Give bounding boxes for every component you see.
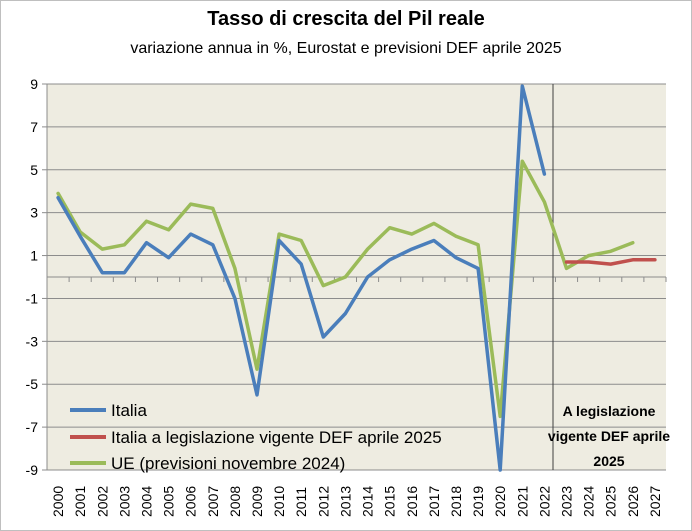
y-tick-label: -3	[26, 333, 39, 349]
axes	[46, 84, 667, 470]
annotation-line: vigente DEF aprile	[548, 428, 670, 444]
x-tick-label: 2003	[116, 486, 132, 517]
legend-label: UE (previsioni novembre 2024)	[111, 454, 345, 473]
x-tick-label: 2015	[382, 486, 398, 517]
x-tick-label: 2010	[271, 486, 287, 517]
series-line-1	[56, 84, 547, 472]
y-tick-label: 3	[30, 205, 38, 221]
x-tick-label: 2007	[205, 486, 221, 517]
x-tick-label: 2025	[603, 486, 619, 517]
x-tick-label: 2016	[404, 486, 420, 517]
x-tick-label: 2022	[536, 486, 552, 517]
x-tick-label: 2013	[337, 486, 353, 517]
x-tick-label: 2004	[138, 486, 154, 517]
x-tick-label: 2018	[448, 486, 464, 517]
x-tick-label: 2024	[581, 486, 597, 517]
y-tick-label: -1	[26, 290, 39, 306]
forecast-annotation: A legislazione vigente DEF aprile 2025	[548, 403, 670, 469]
x-tick-label: 2014	[360, 486, 376, 517]
y-tick-labels: 9 7 5 3 1 -1 -3 -5 -7 -9	[26, 76, 39, 478]
x-tick-label: 2012	[315, 486, 331, 517]
x-tick-label: 2026	[625, 486, 641, 517]
x-tick-label: 2000	[50, 486, 66, 517]
x-tick-label: 2017	[426, 486, 442, 517]
x-tick-label: 2002	[94, 486, 110, 517]
series-line-2	[564, 258, 657, 266]
y-tick-label: 7	[30, 119, 38, 135]
x-tick-label: 2001	[72, 486, 88, 517]
annotation-line: 2025	[593, 453, 624, 469]
y-tick-label: -7	[26, 419, 39, 435]
x-tick-label: 2008	[227, 486, 243, 517]
y-tick-label: 5	[30, 162, 38, 178]
x-tick-label: 2027	[647, 486, 663, 517]
legend: Italia Italia a legislazione vigente DEF …	[70, 401, 442, 473]
x-tick-label: 2006	[183, 486, 199, 517]
x-tick-labels: 2000 2001 2002 2003 2004 2005 2006 2007 2008 2009…	[50, 486, 663, 517]
x-tick-label: 2011	[293, 487, 309, 517]
y-tick-label: 9	[30, 76, 38, 92]
y-tick-label: -9	[26, 462, 39, 478]
legend-label: Italia	[111, 401, 147, 420]
x-tick-label: 2009	[249, 486, 265, 517]
x-tick-label: 2020	[492, 486, 508, 517]
x-tick-label: 2021	[514, 486, 530, 517]
series-lines	[56, 84, 657, 472]
chart-subtitle: variazione annua in %, Eurostat e previs…	[130, 40, 562, 57]
series-line-3	[56, 159, 635, 419]
y-tick-label: -5	[26, 376, 39, 392]
x-tick-label: 2005	[161, 486, 177, 517]
chart-title: Tasso di crescita del Pil reale	[207, 8, 485, 30]
y-tick-label: 1	[30, 248, 38, 264]
x-tick-label: 2023	[559, 486, 575, 517]
annotation-line: A legislazione	[563, 403, 656, 419]
x-tick-label: 2019	[470, 486, 486, 517]
legend-label: Italia a legislazione vigente DEF aprile…	[111, 428, 442, 447]
